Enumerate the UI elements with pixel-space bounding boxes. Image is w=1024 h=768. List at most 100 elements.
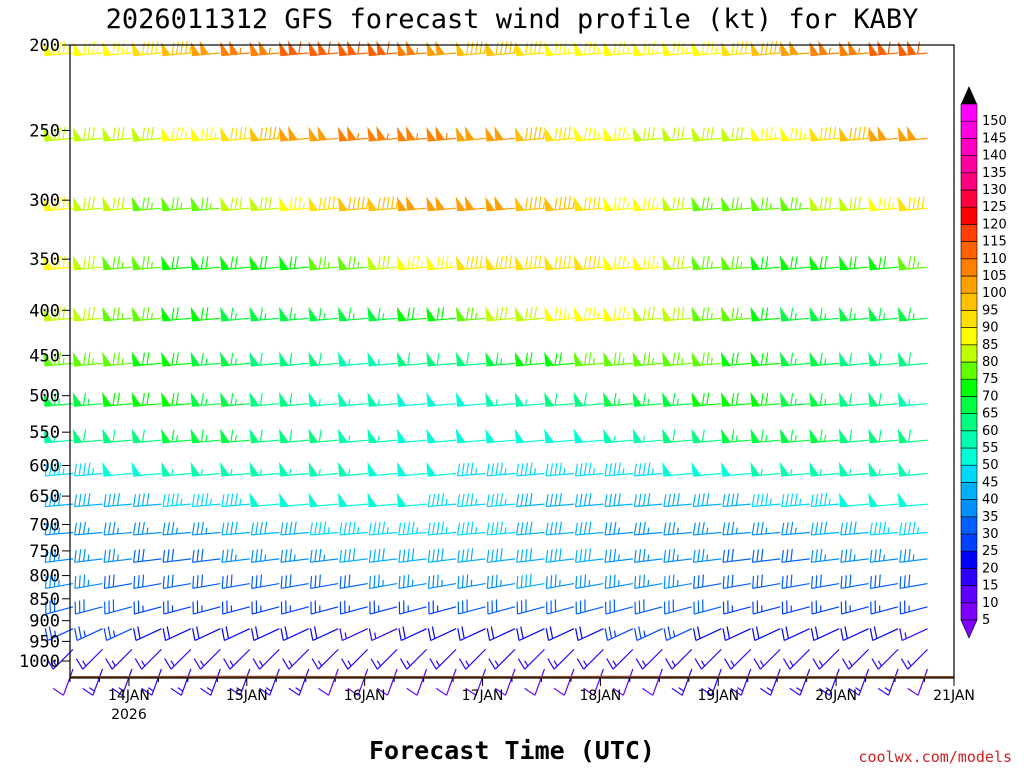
wind-barb [220,126,250,142]
colorbar-swatch [960,344,978,363]
wind-barb [426,392,457,407]
wind-barb [575,548,604,563]
wind-barb [102,126,132,142]
wind-barb [43,196,74,212]
y-tick-label: 450 [29,346,60,366]
wind-barb [190,392,221,407]
wind-barb [514,255,545,271]
wind-barb [514,428,545,444]
wind-barb [721,428,751,444]
wind-barb [730,668,752,696]
wind-barb [662,351,692,367]
wind-barb [545,574,575,590]
wind-barb [840,521,869,536]
wind-barb [396,195,427,212]
wind-barb [721,351,751,367]
wind-barb [288,668,310,696]
colorbar-label: 50 [982,458,999,473]
wind-barb [603,428,633,444]
wind-barb [161,306,191,322]
wind-barb [604,493,633,508]
wind-barb [868,428,899,444]
y-tick-label: 850 [29,590,60,610]
wind-barb [367,40,398,57]
wind-barb [810,548,840,563]
wind-barb [662,196,692,212]
wind-barb [692,548,722,563]
wind-barb [724,648,752,670]
wind-barb [398,574,427,590]
y-tick-label: 400 [29,301,60,321]
wind-barb [102,196,132,212]
wind-barb [691,351,722,367]
y-tick-label: 600 [29,456,60,476]
wind-barb [546,599,575,615]
colorbar-label: 125 [982,200,1007,215]
wind-barb [634,626,663,642]
wind-barb [848,668,870,696]
wind-barb [544,306,574,322]
colorbar-swatch [960,585,978,604]
wind-barb [427,626,457,642]
wind-barb [877,668,899,696]
wind-barb [515,493,545,508]
wind-barb [692,521,722,536]
wind-barb [485,392,516,407]
wind-barb [220,40,250,57]
wind-barb [515,462,545,477]
y-tick-label: 900 [29,612,60,632]
wind-barb [220,306,250,322]
wind-barb [604,462,633,477]
wind-barb [396,40,427,57]
wind-barb [692,626,722,642]
wind-barb [632,351,663,367]
x-tick-label: 19JAN [697,688,739,704]
wind-barb [73,462,103,477]
colorbar-label: 105 [982,269,1007,284]
colorbar-swatch [960,206,978,225]
wind-barb [131,428,162,444]
wind-barb [868,461,899,477]
wind-barb [132,521,162,536]
wind-barb [131,126,162,142]
wind-barb [663,548,692,563]
wind-barb [897,428,928,444]
wind-barb [544,196,575,212]
wind-barb [249,461,280,477]
wind-barb [722,493,751,508]
wind-barb [43,255,74,271]
wind-barb [722,574,751,590]
colorbar-label: 10 [982,596,999,611]
colorbar-swatch [960,224,978,242]
wind-barb [43,41,74,57]
wind-barb [279,351,309,367]
colorbar-label: 45 [982,475,999,490]
wind-barb [191,493,221,508]
wind-barb [633,462,663,477]
wind-barb [396,255,427,271]
wind-barb [279,306,309,322]
wind-barb [545,626,575,642]
wind-barb [547,648,575,670]
wind-barb [396,428,427,444]
x-tick-label: 17JAN [462,688,504,704]
wind-barb [868,196,899,212]
wind-barb [368,574,398,590]
wind-barb [603,306,633,322]
wind-barb [131,306,162,322]
wind-barb [810,493,840,508]
wind-barb [574,521,604,536]
wind-barb [251,600,280,615]
wind-barb [279,196,309,212]
wind-barb [309,626,339,642]
wind-barb [721,196,751,212]
wind-barb [279,392,309,407]
wind-barb [544,392,574,407]
wind-barb [131,196,162,212]
wind-barb [691,428,722,444]
wind-barb [899,600,928,615]
wind-barb [779,255,810,271]
wind-barb [220,196,250,212]
wind-barb [809,392,840,407]
